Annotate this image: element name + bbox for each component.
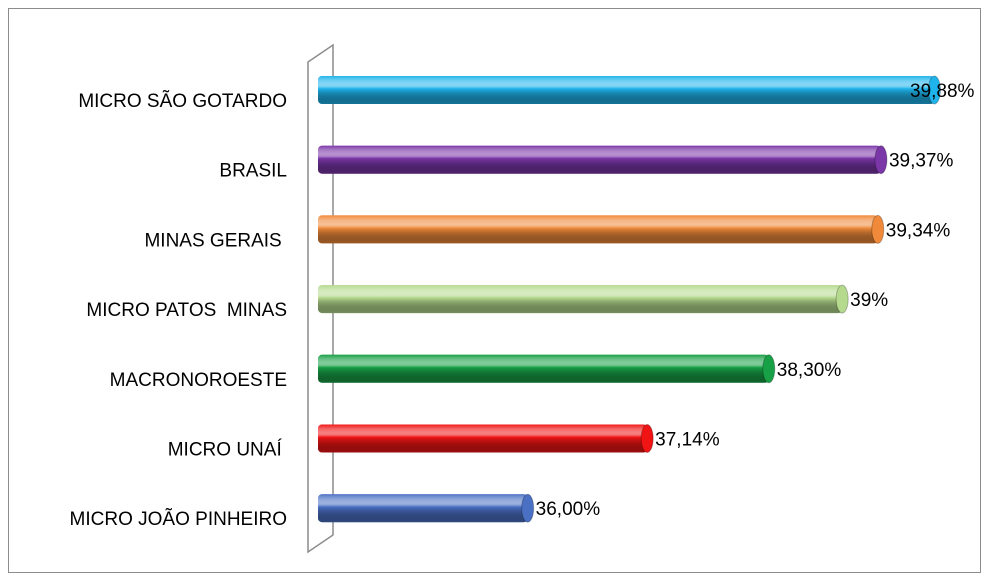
bar-cap — [521, 493, 535, 523]
bar-shade — [318, 145, 881, 174]
category-label: MICRO JOÃO PINHEIRO — [70, 508, 287, 530]
value-label: 39,88% — [910, 81, 975, 102]
category-label: MACRONOROESTE — [110, 370, 287, 391]
category-label: MICRO PATOS MINAS — [86, 300, 287, 321]
bar-cap — [835, 284, 849, 314]
bar-shade — [318, 215, 878, 244]
bar — [318, 75, 941, 105]
bar — [318, 145, 888, 175]
bar — [318, 214, 885, 244]
bar-cap — [874, 145, 888, 175]
value-label: 39,37% — [889, 151, 954, 172]
value-label: 36,00% — [536, 499, 601, 520]
value-label: 39,34% — [886, 220, 951, 241]
category-label: MINAS GERAIS — [144, 230, 287, 251]
bar-cap — [871, 214, 885, 244]
bar-shade — [318, 424, 648, 453]
bar-cap — [927, 75, 941, 105]
category-label: MICRO SÃO GOTARDO — [78, 90, 287, 112]
category-label: MICRO UNAÍ — [168, 440, 287, 461]
bar — [318, 424, 654, 453]
category-label: BRASIL — [219, 161, 287, 182]
bar — [318, 284, 849, 314]
bar-shade — [318, 494, 528, 523]
bar — [318, 493, 535, 523]
value-label: 38,30% — [777, 360, 842, 381]
value-label: 37,14% — [655, 430, 720, 451]
bar-shade — [318, 354, 769, 383]
bar — [318, 354, 776, 384]
bar-shade — [318, 285, 843, 314]
bar-cap — [640, 424, 654, 453]
bar-shade — [318, 76, 935, 104]
bar-cap — [762, 354, 776, 384]
value-label: 39% — [850, 290, 888, 311]
